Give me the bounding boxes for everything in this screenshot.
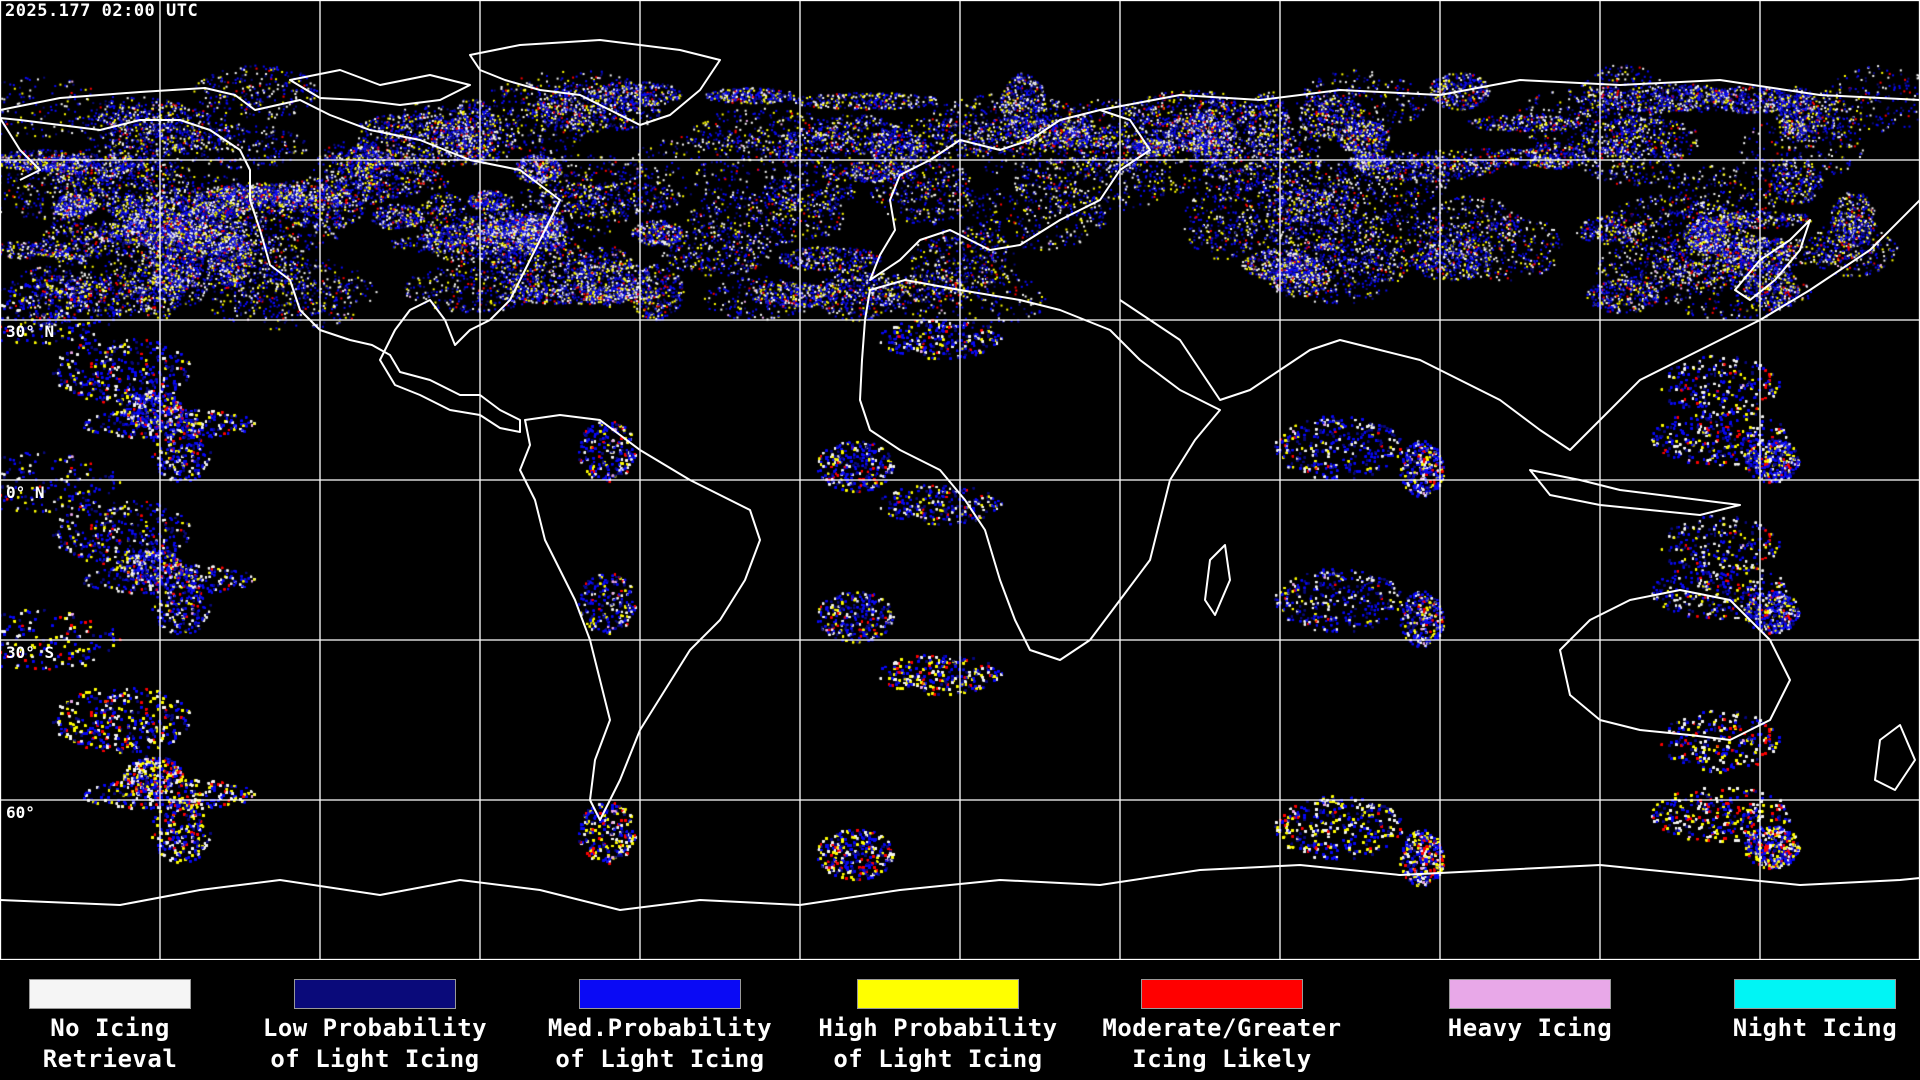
coast-arctic-islands — [289, 69, 471, 106]
coast-madagascar — [1204, 544, 1231, 616]
legend-swatch — [1734, 979, 1896, 1009]
legend-swatch — [579, 979, 741, 1009]
legend-swatch — [29, 979, 191, 1009]
legend-label: Heavy Icing — [1447, 1014, 1613, 1042]
legend-item-med-probability: Med.Probability of Light Icing — [530, 976, 790, 1075]
legend-label: Moderate/Greater Icing Likely — [1102, 1014, 1342, 1073]
coast-asia — [1099, 79, 1920, 451]
legend-item-low-probability: Low Probability of Light Icing — [245, 976, 505, 1075]
coast-australia — [1559, 589, 1791, 741]
legend-swatch — [857, 979, 1019, 1009]
legend-item-heavy-icing: Heavy Icing — [1400, 976, 1660, 1044]
legend-label: No Icing Retrieval — [42, 1014, 178, 1073]
coast-japan — [1734, 219, 1811, 301]
legend-item-night-icing: Night Icing — [1685, 976, 1920, 1044]
icing-map — [0, 0, 1920, 960]
coast-europe — [869, 109, 1151, 281]
legend-label: Night Icing — [1732, 1014, 1898, 1042]
lat-label-30n: 30° N — [6, 322, 55, 341]
lat-label-0n: 0° N — [6, 483, 45, 502]
coast-new-zealand — [1874, 724, 1916, 791]
coast-indonesia — [1529, 469, 1741, 516]
legend-swatch — [1141, 979, 1303, 1009]
legend-swatch — [294, 979, 456, 1009]
legend-label: High Probability of Light Icing — [818, 1014, 1058, 1073]
legend-label: Low Probability of Light Icing — [262, 1014, 488, 1073]
coast-greenland — [469, 39, 721, 126]
legend-item-moderate-greater: Moderate/Greater Icing Likely — [1092, 976, 1352, 1075]
coast-north-america — [0, 87, 561, 433]
legend-swatch — [1449, 979, 1611, 1009]
lat-label-60: 60° — [6, 803, 35, 822]
legend-item-no-icing: No Icing Retrieval — [0, 976, 240, 1075]
legend-item-high-probability: High Probability of Light Icing — [808, 976, 1068, 1075]
legend-label: Med.Probability of Light Icing — [547, 1014, 773, 1073]
lat-label-30s: 30° S — [6, 643, 55, 662]
coast-antarctica — [0, 864, 1920, 911]
timestamp-label: 2025.177 02:00 UTC — [5, 1, 199, 21]
legend: No Icing Retrieval Low Probability of Li… — [0, 960, 1920, 1080]
coastlines — [0, 39, 1920, 911]
